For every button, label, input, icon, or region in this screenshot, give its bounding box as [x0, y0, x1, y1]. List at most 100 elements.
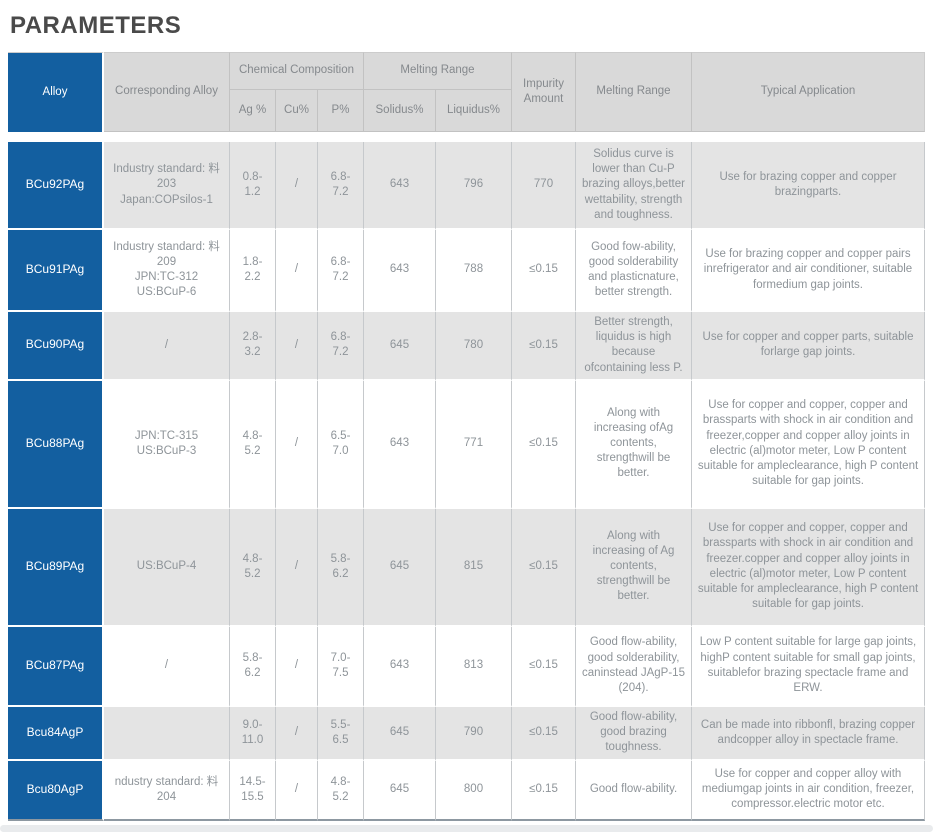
column-header-ag: Ag % [230, 90, 276, 132]
p-percent-cell: 6.8-7.2 [318, 312, 364, 381]
melting-range-description-cell: Better strength, liquidus is high becaus… [576, 312, 692, 381]
melting-range-description-cell: Along with increasing of Ag contents, st… [576, 508, 692, 627]
solidus-cell: 643 [364, 142, 436, 230]
liquidus-cell: 790 [436, 706, 512, 761]
corresponding-alloy-cell: JPN:TC-315 US:BCuP-3 [104, 380, 230, 509]
melting-range-description-cell: Good flow-ability, good solderability, c… [576, 626, 692, 707]
liquidus-cell: 771 [436, 380, 512, 509]
impurity-amount-cell: ≤0.15 [512, 312, 576, 381]
column-header-typical-application: Typical Application [692, 52, 925, 132]
liquidus-cell: 813 [436, 626, 512, 707]
p-percent-cell: 5.8-6.2 [318, 508, 364, 627]
liquidus-cell: 780 [436, 312, 512, 381]
table-row: Bcu84AgP 9.0- 11.0 / 5.5-6.5 645 790 ≤0.… [8, 706, 925, 761]
cu-percent-cell: / [276, 142, 318, 230]
typical-application-cell: Use for brazing copper and copper pairs … [692, 230, 925, 312]
ag-percent-cell: 4.8-5.2 [230, 508, 276, 627]
ag-percent-cell: 14.5- 15.5 [230, 760, 276, 821]
parameters-table: Alloy Corresponding Alloy Chemical Compo… [8, 52, 925, 821]
solidus-cell: 643 [364, 626, 436, 707]
corresponding-alloy-cell: Industry standard: 料 203 Japan:COPsilos-… [104, 142, 230, 230]
melting-range-description-cell: Good flow-ability, good brazing toughnes… [576, 706, 692, 761]
impurity-amount-cell: ≤0.15 [512, 760, 576, 821]
cu-percent-cell: / [276, 380, 318, 509]
table-row: BCu87PAg / 5.8-6.2 / 7.0-7.5 643 813 ≤0.… [8, 626, 925, 707]
p-percent-cell: 6.8-7.2 [318, 142, 364, 230]
melting-range-description-cell: Good fow-ability, good solderability and… [576, 230, 692, 312]
cu-percent-cell: / [276, 230, 318, 312]
ag-percent-cell: 5.8-6.2 [230, 626, 276, 707]
alloy-name-cell: BCu89PAg [8, 508, 104, 627]
column-header-liquidus: Liquidus% [436, 90, 512, 132]
alloy-name-cell: BCu91PAg [8, 230, 104, 312]
table-header: Alloy Corresponding Alloy Chemical Compo… [8, 52, 925, 132]
column-header-corresponding-alloy: Corresponding Alloy [104, 52, 230, 132]
table-row: BCu91PAg Industry standard: 料 209 JPN:TC… [8, 230, 925, 312]
header-body-gap [8, 132, 925, 142]
cu-percent-cell: / [276, 760, 318, 821]
table-row: BCu90PAg / 2.8-3.2 / 6.8-7.2 645 780 ≤0.… [8, 312, 925, 381]
typical-application-cell: Can be made into ribbonfl, brazing coppe… [692, 706, 925, 761]
alloy-name-cell: Bcu84AgP [8, 706, 104, 761]
liquidus-cell: 800 [436, 760, 512, 821]
horizontal-scrollbar[interactable] [0, 824, 933, 832]
column-header-cu: Cu% [276, 90, 318, 132]
column-header-p: P% [318, 90, 364, 132]
alloy-name-cell: BCu90PAg [8, 312, 104, 381]
table-row: BCu88PAg JPN:TC-315 US:BCuP-3 4.8-5.2 / … [8, 380, 925, 509]
table-row: BCu89PAg US:BCuP-4 4.8-5.2 / 5.8-6.2 645… [8, 508, 925, 627]
alloy-name-cell: BCu88PAg [8, 380, 104, 509]
ag-percent-cell: 9.0- 11.0 [230, 706, 276, 761]
column-header-alloy: Alloy [8, 52, 104, 132]
solidus-cell: 645 [364, 706, 436, 761]
typical-application-cell: Use for copper and copper parts, suitabl… [692, 312, 925, 381]
table-row: BCu92PAg Industry standard: 料 203 Japan:… [8, 142, 925, 230]
typical-application-cell: Use for copper and copper, copper and br… [692, 508, 925, 627]
table-body: BCu92PAg Industry standard: 料 203 Japan:… [8, 142, 925, 821]
impurity-amount-cell: ≤0.15 [512, 380, 576, 509]
solidus-cell: 645 [364, 508, 436, 627]
typical-application-cell: Use for copper and copper alloy with med… [692, 760, 925, 821]
impurity-amount-cell: ≤0.15 [512, 626, 576, 707]
solidus-cell: 645 [364, 760, 436, 821]
melting-range-description-cell: Along with increasing ofAg contents, str… [576, 380, 692, 509]
melting-range-description-cell: Good flow-ability. [576, 760, 692, 821]
melting-range-description-cell: Solidus curve is lower than Cu-P brazing… [576, 142, 692, 230]
alloy-name-cell: BCu87PAg [8, 626, 104, 707]
column-header-melting-range-desc: Melting Range [576, 52, 692, 132]
page-title: PARAMETERS [10, 12, 182, 39]
impurity-amount-cell: 770 [512, 142, 576, 230]
liquidus-cell: 815 [436, 508, 512, 627]
column-header-impurity-amount: Impurity Amount [512, 52, 576, 132]
typical-application-cell: Low P content suitable for large gap joi… [692, 626, 925, 707]
group-header-chemical-composition: Chemical Composition [230, 52, 364, 90]
p-percent-cell: 6.8-7.2 [318, 230, 364, 312]
p-percent-cell: 5.5-6.5 [318, 706, 364, 761]
ag-percent-cell: 4.8-5.2 [230, 380, 276, 509]
alloy-name-cell: BCu92PAg [8, 142, 104, 230]
p-percent-cell: 7.0-7.5 [318, 626, 364, 707]
cu-percent-cell: / [276, 312, 318, 381]
corresponding-alloy-cell [104, 706, 230, 761]
corresponding-alloy-cell: US:BCuP-4 [104, 508, 230, 627]
corresponding-alloy-cell: Industry standard: 料 209 JPN:TC-312 US:B… [104, 230, 230, 312]
cu-percent-cell: / [276, 706, 318, 761]
p-percent-cell: 4.8-5.2 [318, 760, 364, 821]
typical-application-cell: Use for brazing copper and copper brazin… [692, 142, 925, 230]
ag-percent-cell: 0.8-1.2 [230, 142, 276, 230]
group-header-melting-range: Melting Range [364, 52, 512, 90]
solidus-cell: 643 [364, 380, 436, 509]
impurity-amount-cell: ≤0.15 [512, 508, 576, 627]
liquidus-cell: 788 [436, 230, 512, 312]
corresponding-alloy-cell: ndustry standard: 料 204 [104, 760, 230, 821]
solidus-cell: 643 [364, 230, 436, 312]
impurity-amount-cell: ≤0.15 [512, 706, 576, 761]
cu-percent-cell: / [276, 626, 318, 707]
p-percent-cell: 6.5-7.0 [318, 380, 364, 509]
liquidus-cell: 796 [436, 142, 512, 230]
ag-percent-cell: 1.8-2.2 [230, 230, 276, 312]
alloy-name-cell: Bcu80AgP [8, 760, 104, 821]
column-header-solidus: Solidus% [364, 90, 436, 132]
cu-percent-cell: / [276, 508, 318, 627]
impurity-amount-cell: ≤0.15 [512, 230, 576, 312]
